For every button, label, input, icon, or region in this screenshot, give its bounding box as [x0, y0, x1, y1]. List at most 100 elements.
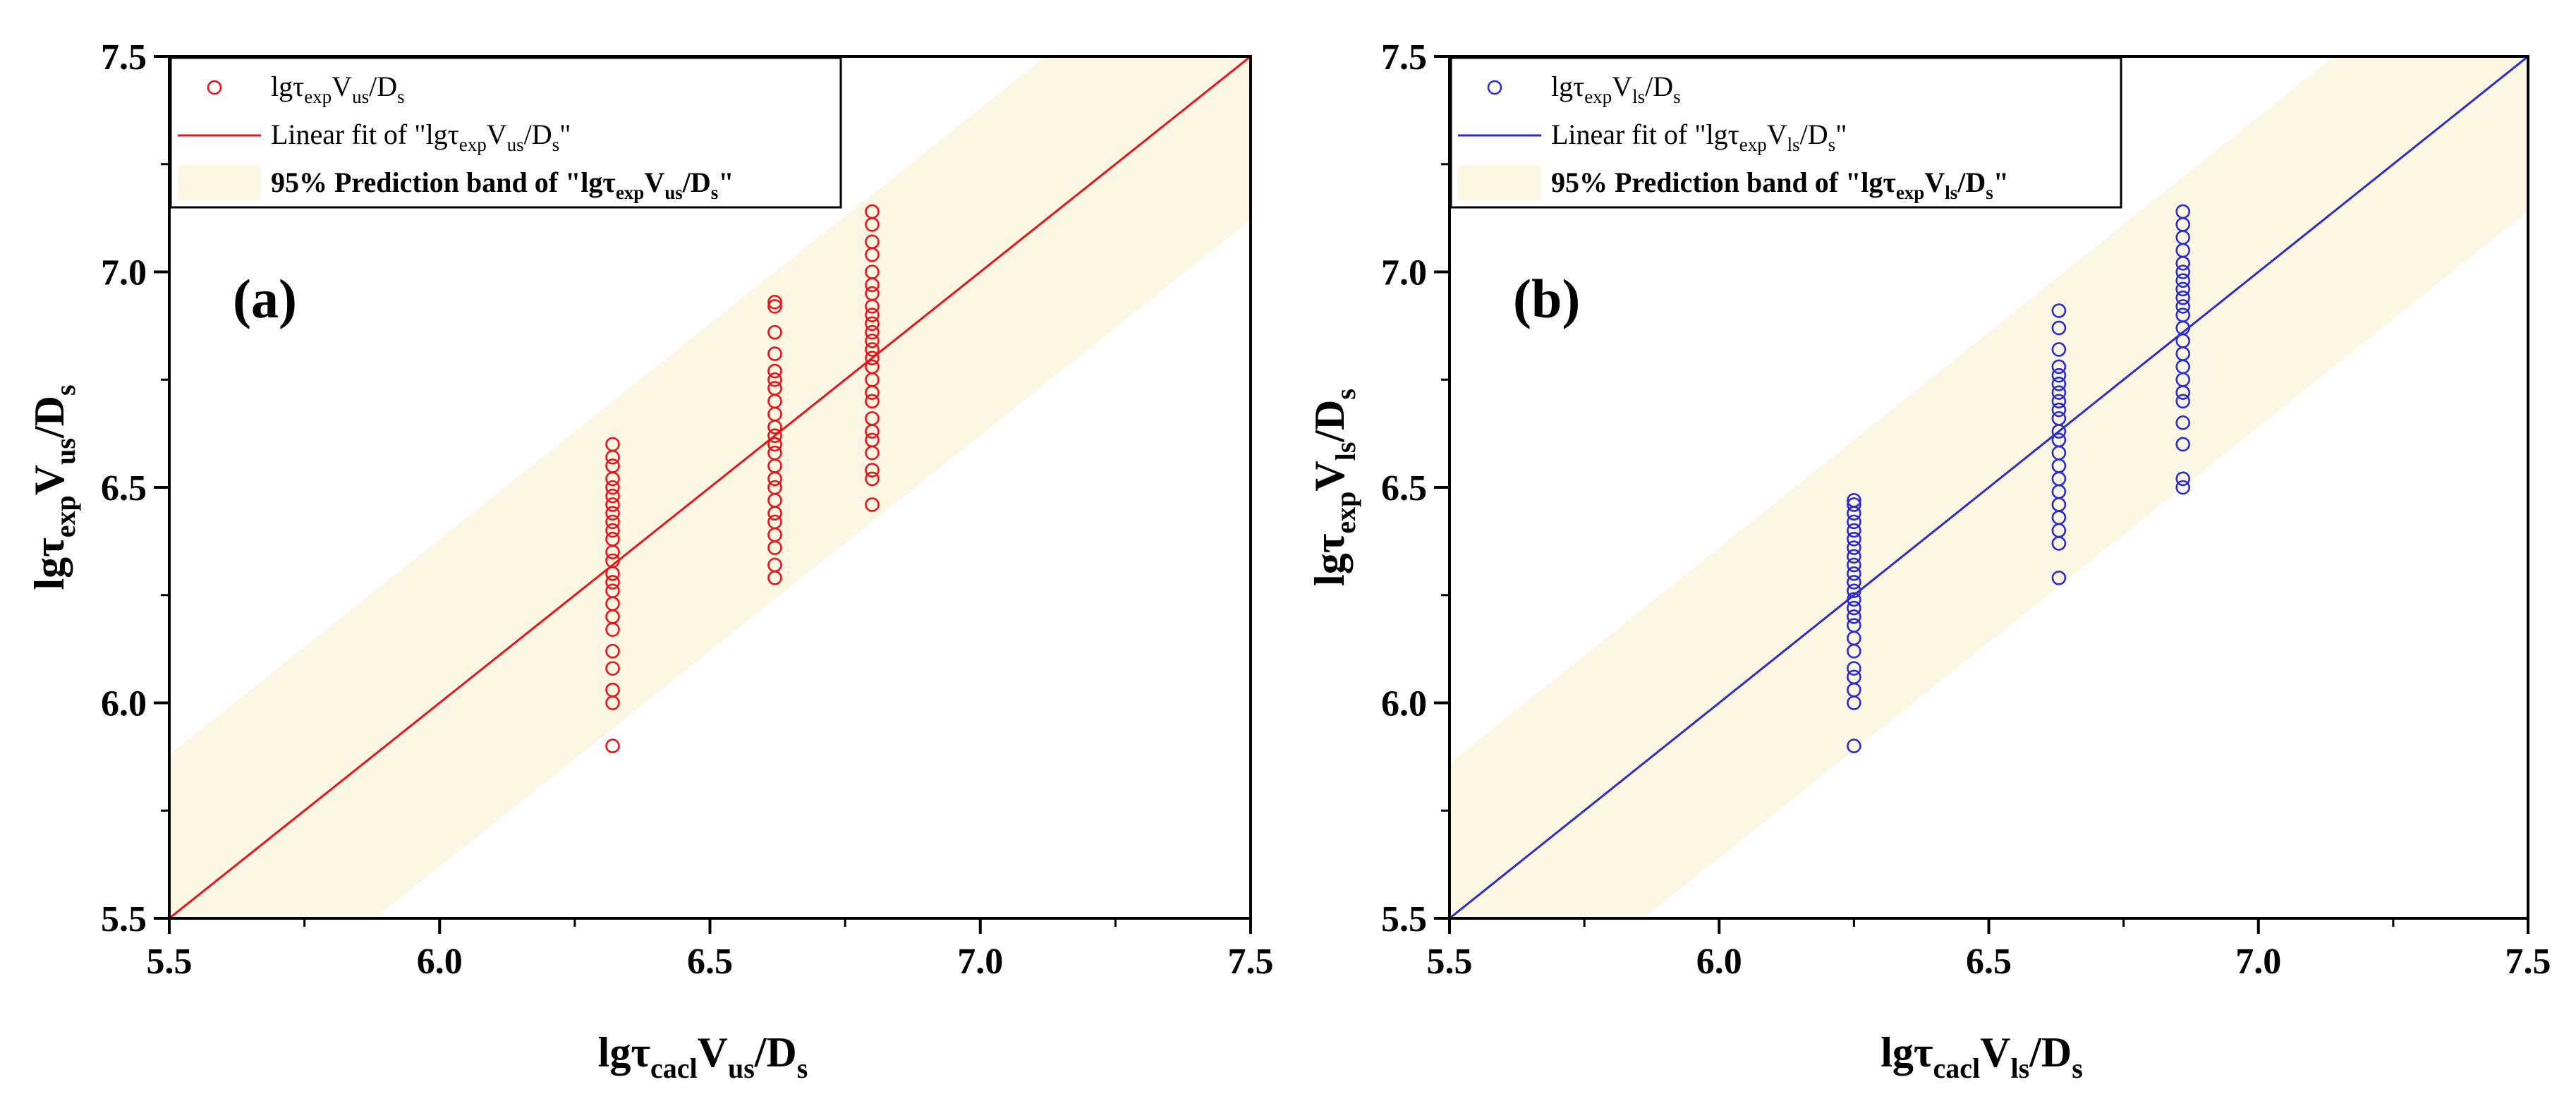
data-point: [2175, 204, 2191, 219]
x-tick-label: 7.0: [2235, 942, 2281, 982]
data-point: [865, 286, 880, 301]
data-point: [2051, 359, 2067, 375]
data-point: [2051, 320, 2067, 336]
legend-fit-label: Linear fit of "lgτexpVus/Ds": [271, 118, 571, 155]
data-point: [605, 497, 620, 512]
y-tick-label: 7.0: [101, 253, 147, 293]
data-point: [605, 583, 620, 598]
x-tick-label: 5.5: [1427, 942, 1473, 982]
data-point: [865, 324, 880, 340]
plot-area: [169, 56, 1251, 918]
data-point: [865, 316, 880, 331]
data-point: [2175, 471, 2191, 487]
x-tick-label: 6.0: [417, 942, 463, 982]
data-point: [2051, 410, 2067, 426]
data-point: [865, 410, 880, 426]
data-point: [865, 471, 880, 487]
data-point: [865, 333, 880, 348]
data-point: [865, 204, 880, 219]
data-point: [865, 463, 880, 477]
data-point: [2175, 437, 2191, 452]
scatter-column-1: [605, 437, 620, 753]
data-point: [865, 342, 880, 357]
y-tick-label: 7.5: [1381, 37, 1427, 78]
data-point: [1847, 618, 1861, 633]
legend-box: [1450, 56, 2122, 209]
data-point: [865, 308, 880, 322]
data-point: [865, 351, 880, 366]
data-point: [767, 437, 782, 452]
data-point: [767, 324, 782, 340]
legend-band-swatch: [1458, 165, 1541, 200]
data-point: [1847, 575, 1861, 590]
panel-label: (b): [1513, 268, 1580, 329]
data-point: [605, 738, 620, 753]
data-point: [767, 346, 782, 361]
y-tick-label: 7.0: [1381, 253, 1427, 293]
data-point: [2051, 432, 2067, 448]
data-point: [865, 264, 880, 279]
data-point: [2051, 342, 2067, 357]
data-point: [2051, 571, 2067, 585]
data-point: [2175, 281, 2191, 297]
y-tick-label: 6.0: [1381, 684, 1427, 724]
data-point: [1847, 600, 1861, 616]
data-point: [2175, 480, 2191, 495]
data-point: [767, 445, 782, 461]
legend-band-label: 95% Prediction band of "lgτexpVus/Ds": [271, 166, 734, 203]
x-tick-label: 7.5: [1228, 942, 1274, 982]
panel-a: 5.55.5 6.0 6.0 6.5 6.5 7.0 7.0 7.5 7.5 lgτcaclVus…: [26, 37, 1274, 1084]
data-point: [2051, 377, 2067, 391]
data-point: [865, 497, 880, 512]
data-point: [2051, 367, 2067, 383]
data-point: [605, 514, 620, 530]
data-point: [767, 381, 782, 396]
y-axis-label-group: lgτexpVls/Ds: [1306, 389, 1361, 586]
x-axis-label: lgτcaclVus/Ds: [598, 1029, 808, 1084]
data-point: [605, 506, 620, 521]
data-point: [865, 234, 880, 250]
data-point: [1847, 583, 1861, 598]
legend-band-swatch: [178, 165, 261, 200]
data-point: [1847, 497, 1861, 512]
data-point: [605, 682, 620, 698]
data-point: [767, 294, 782, 310]
x-tick-label: 7.0: [957, 942, 1003, 982]
y-tick-label: 7.5: [101, 37, 147, 78]
data-point: [2175, 290, 2191, 305]
scatter-column-3: [2175, 204, 2191, 495]
y-axis-label: lgτexpVus/Ds: [26, 384, 81, 590]
data-point: [1847, 661, 1861, 676]
data-point: [1847, 609, 1861, 624]
legend-box: [169, 56, 842, 209]
data-point: [2175, 299, 2191, 314]
data-point: [767, 363, 782, 379]
data-point: [605, 553, 620, 568]
x-tick-label: 7.5: [2505, 942, 2551, 982]
data-point: [605, 575, 620, 590]
data-point: [605, 458, 620, 473]
data-point: [865, 432, 880, 448]
legend: lgτexpVus/Ds Linear fit of "lgτexpVus/Ds"…: [169, 56, 842, 209]
panel-b: 5.55.5 6.0 6.0 6.5 6.5 7.0 7.0 7.5 7.5 lgτcaclVls…: [1306, 37, 2551, 1084]
data-point: [767, 428, 782, 443]
data-point: [1847, 566, 1861, 581]
data-point: [2051, 394, 2067, 409]
x-axis-label: lgτcaclVls/Ds: [1881, 1029, 2083, 1084]
legend-marker: [1487, 80, 1502, 95]
y-tick-label: 5.5: [1381, 899, 1427, 939]
data-point: [1847, 540, 1861, 555]
data-point: [2051, 402, 2067, 418]
x-tick-label: 5.5: [147, 942, 193, 982]
data-point: [767, 372, 782, 387]
scatter-column-3: [865, 204, 880, 512]
data-point: [605, 643, 620, 659]
scatter-column-1: [1847, 493, 1861, 753]
data-point: [767, 514, 782, 530]
legend-scatter-label: lgτexpVus/Ds: [271, 71, 405, 107]
data-point: [767, 557, 782, 573]
data-point: [2175, 273, 2191, 288]
data-point: [605, 437, 620, 452]
plot-area: [1450, 56, 2528, 918]
data-point: [1847, 532, 1861, 547]
